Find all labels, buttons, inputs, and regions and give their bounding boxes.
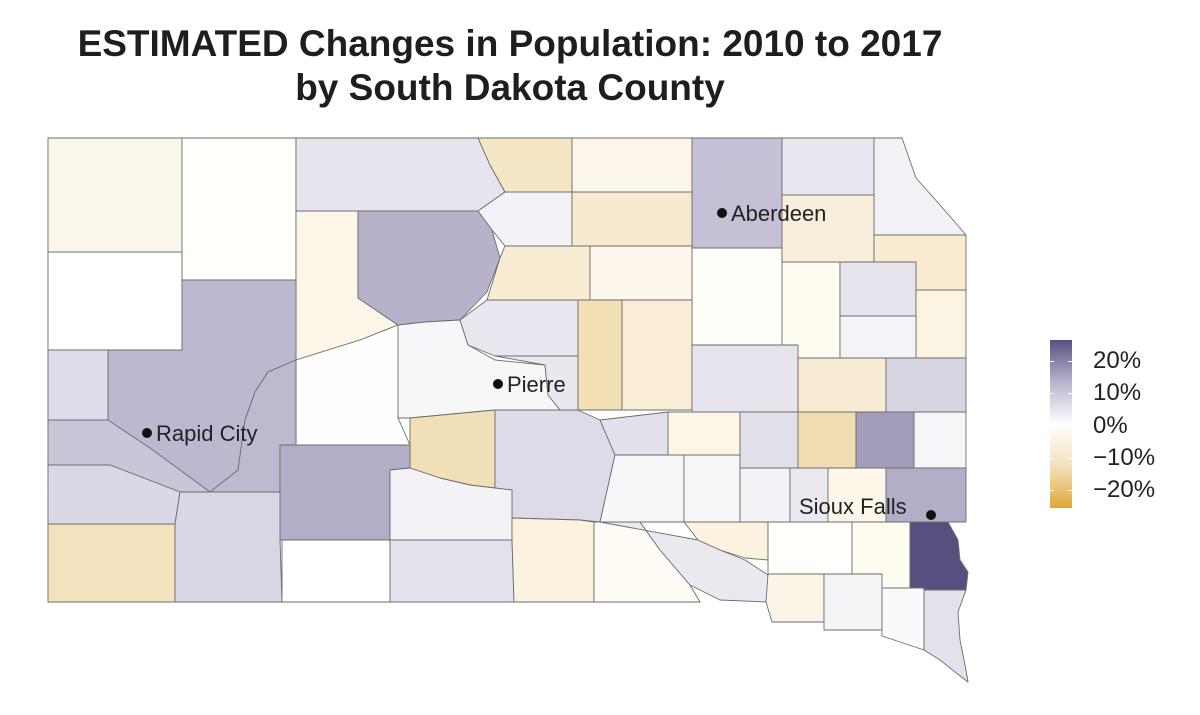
legend-label-minus-10: −10% [1093,444,1156,471]
legend-label-10: 10% [1093,379,1142,406]
city-label-rapid-city: Rapid City [156,421,257,446]
city-marker-pierre [493,379,503,389]
county [923,589,969,683]
legend-color-bar [1050,340,1072,508]
county [174,491,283,603]
city-marker-rapid-city [142,428,152,438]
map-title: ESTIMATED Changes in Population: 2010 to… [0,22,1020,110]
city-marker-sioux-falls [926,510,936,520]
county [885,467,967,523]
map-title-line-2: by South Dakota County [295,67,725,108]
county [881,587,925,651]
city-label-sioux-falls: Sioux Falls [799,494,907,519]
map-title-line-1: ESTIMATED Changes in Population: 2010 to… [77,23,943,64]
county [765,573,825,623]
city-marker-aberdeen [717,208,727,218]
city-label-aberdeen: Aberdeen [731,201,826,226]
city-label-pierre: Pierre [507,372,566,397]
legend-label-minus-20: −20% [1093,476,1156,503]
legend-label-0: 0% [1093,412,1128,439]
legend-label-20: 20% [1093,347,1142,374]
